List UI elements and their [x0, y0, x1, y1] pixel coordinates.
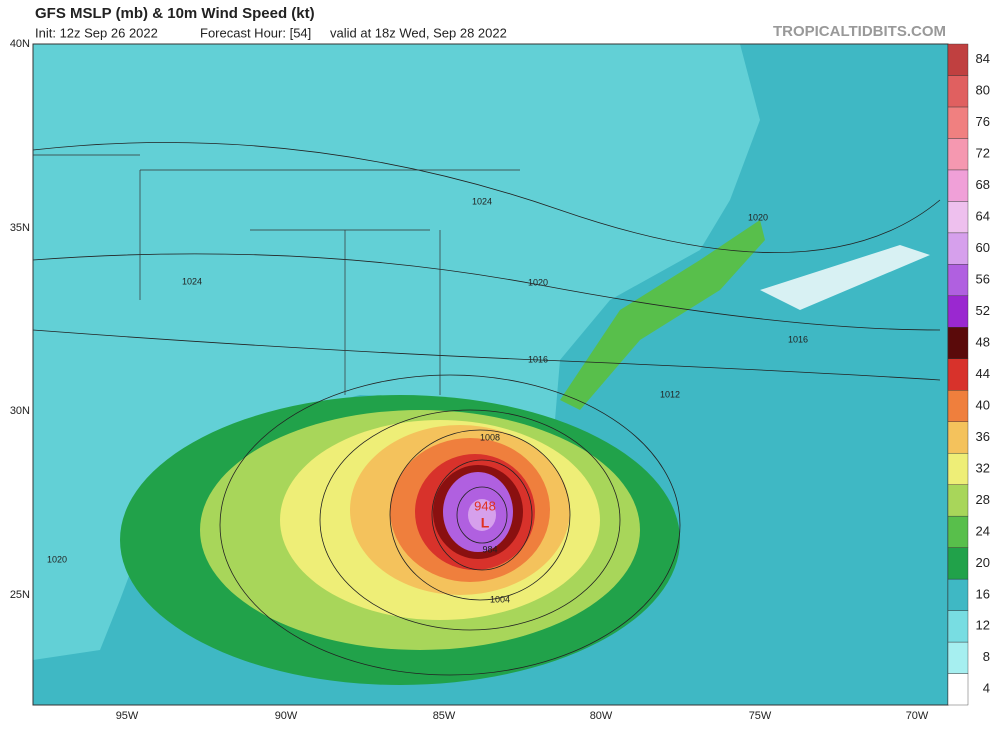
colorbar-label: 4: [983, 681, 990, 696]
colorbar-label: 28: [976, 492, 990, 507]
site: TROPICALTIDBITS.COM: [773, 23, 946, 40]
colorbar-label: 24: [976, 523, 990, 538]
isobar-label: 1004: [490, 594, 510, 604]
isobar-label: 1020: [528, 277, 548, 287]
colorbar-swatch: [947, 484, 969, 517]
center-pressure: 948: [474, 498, 496, 513]
colorbar-swatch: [947, 673, 969, 706]
lat-label: 30N: [10, 405, 30, 417]
colorbar-label: 44: [976, 366, 990, 381]
colorbar-label: 32: [976, 460, 990, 475]
isobar-label: 1016: [528, 354, 548, 364]
lon-label: 90W: [275, 710, 298, 722]
isobars: [32, 142, 941, 676]
lat-label: 40N: [10, 38, 30, 50]
colorbar-swatch: [947, 515, 969, 548]
lon-label: 80W: [590, 710, 613, 722]
colorbar-swatch: [947, 452, 969, 485]
init: Init: 12z Sep 26 2022: [35, 25, 158, 40]
calm-area: [760, 245, 930, 310]
lon-label: 95W: [116, 710, 139, 722]
lat-label: 35N: [10, 222, 30, 234]
lat-label: 25N: [10, 589, 30, 601]
colorbar-label: 12: [976, 618, 990, 633]
colorbar-swatch: [947, 547, 969, 580]
colorbar-swatch: [947, 138, 969, 171]
colorbar-label: 56: [976, 272, 990, 287]
isobar-label: 1012: [660, 389, 680, 399]
colorbar-label: 60: [976, 240, 990, 255]
colorbar-label: 80: [976, 83, 990, 98]
colorbar-swatch: [947, 106, 969, 139]
isobar-label: 1016: [788, 334, 808, 344]
colorbar-swatch: [947, 421, 969, 454]
lat-labels: 40N 35N 30N 25N: [10, 38, 30, 601]
lon-label: 70W: [906, 710, 929, 722]
colorbar-swatch: [947, 327, 969, 359]
lon-labels: 95W 90W 85W 80W 75W 70W: [116, 710, 929, 722]
colorbar-label: 72: [976, 146, 990, 161]
isobar-label: 1020: [748, 212, 768, 222]
isobar-label: 984: [482, 544, 497, 554]
colorbar-label: 20: [976, 555, 990, 570]
colorbar-label: 36: [976, 429, 990, 444]
colorbar-swatch: [947, 232, 969, 265]
colorbar-swatch: [947, 610, 969, 643]
colorbar-swatch: [947, 295, 969, 328]
colorbar-label: 68: [976, 177, 990, 192]
colorbar-swatch: [947, 75, 969, 108]
colorbar-label: 8: [983, 649, 990, 664]
colorbar-swatch: [947, 641, 969, 674]
colorbar-swatch: [947, 390, 969, 422]
colorbar-swatch: [947, 169, 969, 202]
valid-time: valid at 18z Wed, Sep 28 2022: [330, 25, 507, 40]
map: [32, 43, 949, 706]
colorbar-label: 84: [976, 51, 990, 66]
borders: [33, 154, 520, 395]
colorbar-swatch: [947, 264, 969, 297]
title: GFS MSLP (mb) & 10m Wind Speed (kt): [35, 5, 315, 22]
pressure-labels: 1024 1024 1020 1020 1016 1016 1012 1008 …: [47, 196, 808, 604]
low-marker: L: [481, 515, 490, 531]
isobar-label: 1024: [472, 196, 492, 206]
colorbar-label: 76: [976, 114, 990, 129]
colorbar-label: 52: [976, 303, 990, 318]
isobar-label: 1008: [480, 432, 500, 442]
eye: [468, 499, 496, 531]
wind-band: [560, 220, 765, 410]
isobar-label: 1020: [47, 554, 67, 564]
colorbar-label: 64: [976, 209, 990, 224]
colorbar-swatch: [947, 43, 969, 76]
isobar-label: 1024: [182, 276, 202, 286]
forecast-hour: Forecast Hour: [54]: [200, 25, 311, 40]
colorbar-swatch: [947, 201, 969, 234]
colorbar-swatch: [947, 358, 969, 391]
lon-label: 85W: [433, 710, 456, 722]
colorbar-label: 16: [976, 586, 990, 601]
colorbar-label: 40: [976, 397, 990, 412]
colorbar-label: 48: [976, 334, 990, 349]
colorbar-swatch: [947, 578, 969, 611]
lon-label: 75W: [749, 710, 772, 722]
